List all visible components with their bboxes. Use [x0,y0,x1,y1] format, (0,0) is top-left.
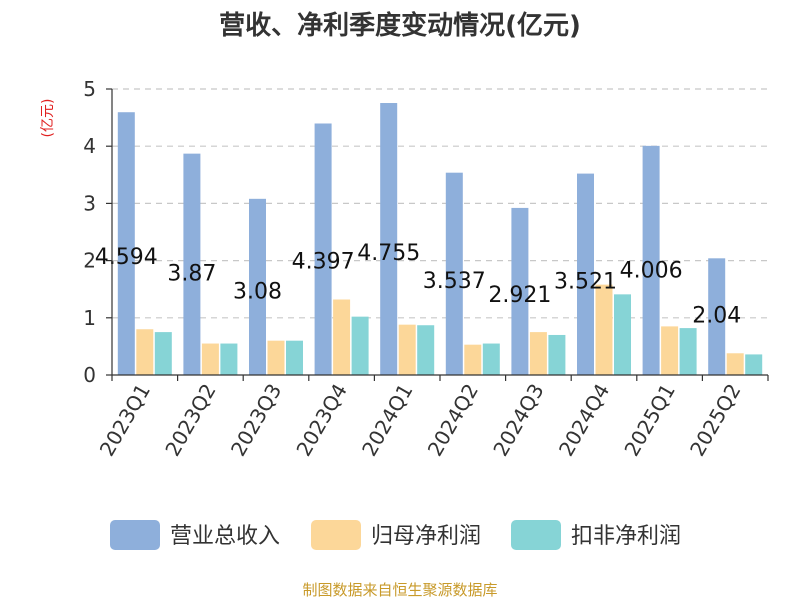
legend: 营业总收入 归母净利润 扣非净利润 [110,520,681,550]
data-label: 3.08 [233,280,282,305]
y-tick-label: 4 [83,134,96,158]
bar-series-3-2023Q4 [351,316,369,375]
bar-series-2-2025Q2 [726,353,744,375]
bar-series-2-2024Q4 [595,284,613,375]
x-tick-label: 2024Q2 [423,380,483,461]
bar-series-3-2024Q4 [614,294,631,375]
data-label: 3.521 [554,269,617,294]
bar-series-2-2024Q2 [464,344,482,375]
legend-swatch-1 [110,520,160,550]
legend-swatch-3 [511,520,561,550]
data-label: 4.594 [95,245,158,270]
bars [117,103,763,375]
bar-series-1-2024Q3 [511,207,529,375]
data-label: 4.755 [357,241,420,266]
bar-series-3-2023Q2 [220,343,238,375]
data-label: 2.04 [692,303,741,328]
x-tick-label: 2024Q1 [357,380,417,461]
x-tick-label: 2023Q4 [291,380,351,461]
data-label: 3.87 [167,261,216,286]
bar-series-2-2023Q4 [333,299,351,375]
bar-series-2-2024Q1 [398,324,416,375]
bar-series-3-2024Q1 [417,325,435,375]
bar-series-2-2023Q1 [136,329,154,375]
x-tick-label: 2025Q2 [685,380,745,461]
data-label: 4.006 [620,258,683,283]
y-axis-unit-label: (亿元) [40,99,56,138]
bar-series-1-2023Q3 [249,198,266,375]
y-tick-label: 1 [83,306,96,330]
data-label: 2.921 [488,283,551,308]
data-label: 3.537 [423,269,486,294]
bar-series-2-2025Q1 [661,326,679,375]
bar-series-3-2024Q2 [482,343,500,375]
bar-series-1-2023Q1 [117,112,135,375]
bar-series-1-2025Q2 [708,258,726,375]
x-tick-label: 2023Q2 [160,380,220,461]
bar-series-1-2025Q1 [642,145,660,375]
x-tick-label: 2025Q1 [619,380,679,461]
source-note: 制图数据来自恒生聚源数据库 [302,581,497,599]
bar-series-1-2024Q2 [445,172,463,375]
chart-title: 营收、净利季度变动情况(亿元) [219,10,581,41]
bar-series-1-2023Q2 [183,153,201,375]
x-tick-label: 2023Q3 [226,380,286,461]
data-label: 4.397 [292,249,355,274]
y-tick-label: 2 [83,249,96,273]
legend-label-1: 营业总收入 [170,524,280,549]
bar-series-3-2025Q2 [745,354,763,375]
y-tick-label: 0 [83,363,96,387]
bar-series-2-2024Q3 [529,332,547,375]
y-axis-ticks: 0 1 2 3 4 5 [83,77,112,387]
legend-label-2: 归母净利润 [371,524,481,549]
bar-series-3-2025Q1 [679,328,697,375]
y-tick-label: 5 [83,77,96,101]
bar-series-2-2023Q3 [267,340,285,375]
bar-series-3-2023Q3 [286,340,303,375]
bar-series-1-2023Q4 [314,123,332,375]
bar-series-3-2024Q3 [548,334,566,375]
bar-series-3-2023Q1 [154,332,172,375]
x-tick-label: 2024Q3 [488,380,548,461]
legend-swatch-2 [311,520,361,550]
y-tick-label: 3 [83,191,96,215]
x-tick-label: 2024Q4 [554,380,614,461]
legend-label-3: 扣非净利润 [571,524,681,549]
bar-series-2-2023Q2 [201,343,219,375]
bar-series-1-2024Q4 [577,173,594,375]
bar-series-1-2024Q1 [380,103,398,375]
x-tick-label: 2023Q1 [95,380,155,461]
